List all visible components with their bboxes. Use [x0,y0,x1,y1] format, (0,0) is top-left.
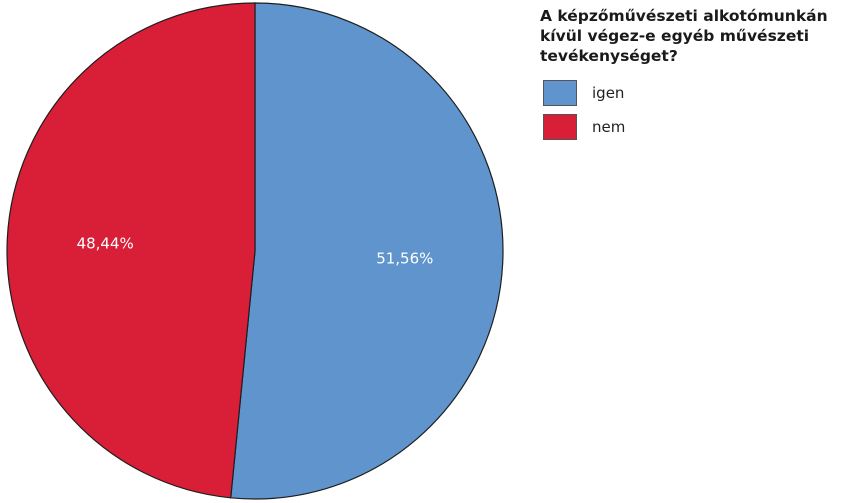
pie-chart: 51,56% 48,44% [6,2,504,500]
legend-label-igen: igen [592,84,625,102]
legend-swatch-nem [543,114,577,140]
legend-label-nem: nem [592,118,626,136]
slice-label-igen: 51,56% [376,249,433,267]
legend-title: A képzőművészeti alkotómunkán kívül vége… [540,7,828,65]
legend: A képzőművészeti alkotómunkán kívül vége… [540,6,852,144]
slice-label-nem: 48,44% [77,235,134,253]
legend-item-igen: igen [543,76,852,110]
legend-swatch-igen [543,80,577,106]
pie-slice-nem [6,2,256,499]
pie-slice-igen [230,2,504,500]
legend-item-nem: nem [543,110,852,144]
